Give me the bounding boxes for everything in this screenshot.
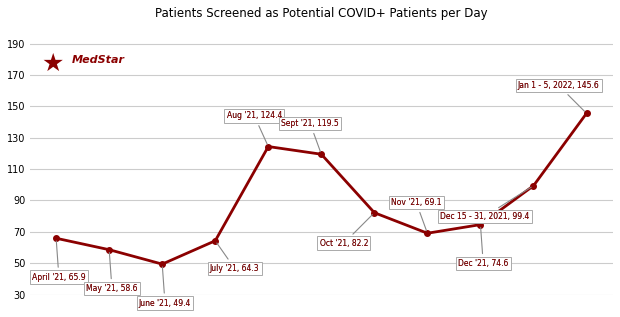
Text: April '21, 65.9: April '21, 65.9 (32, 241, 86, 281)
Text: June '21, 49.4: June '21, 49.4 (139, 267, 191, 307)
Text: MedStar: MedStar (71, 55, 124, 65)
Text: Jan 1 - 5, 2022, 145.6: Jan 1 - 5, 2022, 145.6 (518, 81, 600, 90)
Text: Dec 15 - 31, 2021, 99.4: Dec 15 - 31, 2021, 99.4 (440, 212, 529, 221)
Text: July '21, 64.3: July '21, 64.3 (210, 243, 260, 273)
Text: Dec 15 - 31, 2021, 99.4: Dec 15 - 31, 2021, 99.4 (440, 187, 531, 221)
Text: Aug '21, 124.4: Aug '21, 124.4 (227, 112, 282, 144)
Text: Oct '21, 82.2: Oct '21, 82.2 (319, 215, 373, 248)
Text: Oct '21, 82.2: Oct '21, 82.2 (319, 239, 368, 248)
Text: Nov '21, 69.1: Nov '21, 69.1 (391, 198, 441, 207)
Text: Jan 1 - 5, 2022, 145.6: Jan 1 - 5, 2022, 145.6 (518, 81, 600, 111)
Text: ★: ★ (42, 51, 64, 75)
Text: July '21, 64.3: July '21, 64.3 (210, 264, 260, 273)
Text: Sept '21, 119.5: Sept '21, 119.5 (281, 119, 339, 152)
Text: June '21, 49.4: June '21, 49.4 (139, 299, 191, 307)
Text: May '21, 58.6: May '21, 58.6 (86, 252, 138, 293)
Text: Dec '21, 74.6: Dec '21, 74.6 (458, 259, 508, 268)
Text: April '21, 65.9: April '21, 65.9 (32, 273, 86, 281)
Text: Dec '21, 74.6: Dec '21, 74.6 (458, 227, 508, 268)
Text: May '21, 58.6: May '21, 58.6 (86, 284, 138, 293)
Text: Nov '21, 69.1: Nov '21, 69.1 (391, 198, 441, 231)
Text: Aug '21, 124.4: Aug '21, 124.4 (227, 112, 282, 120)
Text: Sept '21, 119.5: Sept '21, 119.5 (281, 119, 339, 128)
Title: Patients Screened as Potential COVID+ Patients per Day: Patients Screened as Potential COVID+ Pa… (155, 7, 488, 20)
